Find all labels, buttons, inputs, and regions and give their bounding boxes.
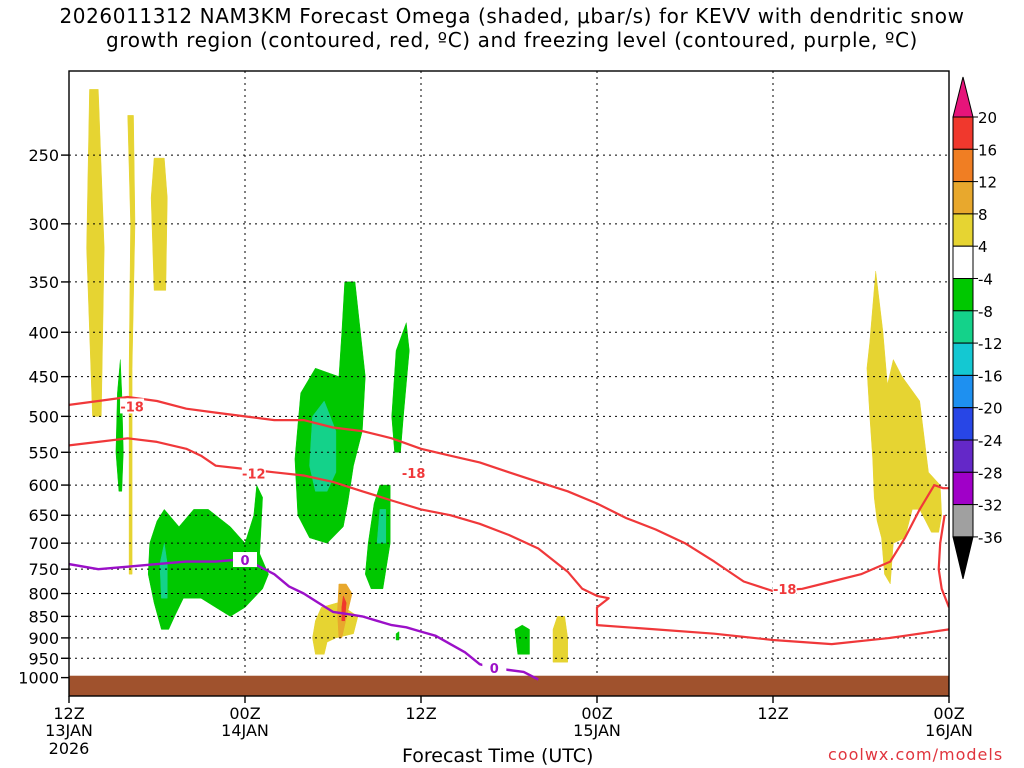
y-tick-label-900: 900 bbox=[28, 629, 59, 648]
contours bbox=[69, 395, 949, 681]
y-tick-label-250: 250 bbox=[28, 146, 59, 165]
title-line-2: growth region (contoured, red, ºC) and f… bbox=[106, 28, 918, 52]
colorbar-label-2: 12 bbox=[978, 174, 997, 192]
x-tick-label-60: 00Z bbox=[933, 704, 964, 723]
colorbar-band-1 bbox=[952, 148, 974, 183]
x-tick-label-48: 12Z bbox=[757, 704, 788, 723]
dgz-contour--18-0 bbox=[69, 395, 949, 593]
colorbar-band-4 bbox=[952, 245, 974, 279]
title-line-1: 2026011312 NAM3KM Forecast Omega (shaded… bbox=[59, 4, 965, 28]
colorbar-label-9: -20 bbox=[978, 400, 1003, 418]
colorbar-under-triangle bbox=[952, 536, 974, 580]
x-tick-date-60: 16JAN bbox=[925, 721, 973, 740]
y-tick-label-500: 500 bbox=[28, 407, 59, 426]
omega-region-11 bbox=[514, 624, 530, 655]
freezing-label-0-bg bbox=[233, 552, 257, 568]
x-tick-label-12: 00Z bbox=[229, 704, 260, 723]
colorbar-label-12: -32 bbox=[978, 497, 1003, 515]
colorbar-band-9 bbox=[952, 407, 974, 441]
omega-region-6 bbox=[294, 281, 366, 544]
x-tick-label-0: 12Z bbox=[53, 704, 84, 723]
y-tick-label-350: 350 bbox=[28, 273, 59, 292]
x-tick-label-36: 00Z bbox=[581, 704, 612, 723]
colorbar-band-2 bbox=[952, 181, 974, 215]
y-tick-label-650: 650 bbox=[28, 506, 59, 525]
dgz-label-2-bg bbox=[401, 464, 426, 480]
contour-labels: -18 -12 -18 -18 0 0 bbox=[120, 398, 797, 677]
colorbar-label-4: 4 bbox=[978, 238, 988, 256]
x-axis-title: Forecast Time (UTC) bbox=[402, 745, 594, 767]
dgz-label-1: -12 bbox=[242, 468, 266, 483]
colorbar-band-5 bbox=[952, 278, 974, 312]
plot-frame bbox=[68, 70, 950, 697]
y-tick-label-800: 800 bbox=[28, 585, 59, 604]
omega-region-10 bbox=[391, 322, 410, 453]
omega-region-1 bbox=[127, 115, 136, 575]
colorbar-band-8 bbox=[952, 374, 974, 409]
terrain-band bbox=[69, 675, 949, 696]
colorbar-over-triangle bbox=[952, 76, 974, 118]
plot-border bbox=[68, 70, 950, 697]
freezing-label-1-bg bbox=[482, 660, 507, 676]
colorbar-label-6: -8 bbox=[978, 303, 993, 321]
y-axis: 250 300 350 400 450 500 550 600 650 700 750 800 850 9… bbox=[18, 146, 69, 688]
dgz-label-0: -18 bbox=[120, 400, 144, 415]
y-tick-label-450: 450 bbox=[28, 368, 59, 387]
dgz-label-3-bg bbox=[772, 580, 797, 596]
x-tick-label-24: 12Z bbox=[405, 704, 436, 723]
omega-region-12 bbox=[395, 631, 400, 641]
colorbar: 20 16 12 8 4 -4 -8 -12 -16 -20 -24 -28 -32 -36 bbox=[952, 76, 1003, 580]
colorbar-band-12 bbox=[952, 504, 974, 538]
colorbar-label-8: -16 bbox=[978, 367, 1003, 385]
dgz-label-0-bg bbox=[120, 398, 145, 414]
freezing-label-0: 0 bbox=[240, 554, 249, 569]
x-tick-date-0: 13JAN bbox=[45, 721, 93, 740]
colorbar-band-10 bbox=[952, 439, 974, 473]
colorbar-band-3 bbox=[952, 213, 974, 247]
omega-region-5 bbox=[159, 543, 168, 599]
colorbar-label-11: -28 bbox=[978, 464, 1003, 482]
freezing-label-1: 0 bbox=[490, 662, 499, 677]
y-tick-label-700: 700 bbox=[28, 534, 59, 553]
colorbar-label-5: -4 bbox=[978, 271, 993, 289]
y-tick-label-550: 550 bbox=[28, 443, 59, 462]
omega-region-3 bbox=[115, 359, 124, 492]
omega-shading bbox=[86, 89, 942, 663]
colorbar-label-3: 8 bbox=[978, 206, 988, 224]
y-tick-label-750: 750 bbox=[28, 560, 59, 579]
chart-title: 2026011312 NAM3KM Forecast Omega (shaded… bbox=[0, 4, 1024, 52]
omega-region-13 bbox=[312, 602, 359, 655]
x-tick-date-12: 14JAN bbox=[221, 721, 269, 740]
dgz-label-2: -18 bbox=[402, 467, 426, 482]
colorbar-band-11 bbox=[952, 471, 974, 506]
colorbar-label-10: -24 bbox=[978, 432, 1003, 450]
dgz-label-1-bg bbox=[241, 465, 266, 481]
colorbar-label-1: 16 bbox=[978, 141, 997, 159]
freezing-level-contour bbox=[69, 557, 539, 681]
y-tick-label-400: 400 bbox=[28, 323, 59, 342]
y-tick-label-600: 600 bbox=[28, 476, 59, 495]
colorbar-band-7 bbox=[952, 342, 974, 376]
y-tick-label-1000: 1000 bbox=[18, 669, 59, 688]
omega-region-0 bbox=[86, 89, 105, 417]
colorbar-label-0: 20 bbox=[978, 109, 997, 127]
dgz-label-3: -18 bbox=[773, 583, 797, 598]
y-tick-label-300: 300 bbox=[28, 215, 59, 234]
dgz-contour--12-2 bbox=[937, 515, 949, 608]
y-tick-label-850: 850 bbox=[28, 607, 59, 626]
omega-region-16 bbox=[552, 616, 568, 663]
x-tick-year-0: 2026 bbox=[49, 739, 90, 758]
terrain-fill bbox=[69, 675, 949, 696]
colorbar-label-13: -36 bbox=[978, 529, 1003, 547]
y-tick-label-950: 950 bbox=[28, 649, 59, 668]
colorbar-band-0 bbox=[952, 116, 974, 150]
grid bbox=[69, 71, 949, 696]
colorbar-label-7: -12 bbox=[978, 335, 1003, 353]
credit-link[interactable]: coolwx.com/models bbox=[828, 745, 1004, 764]
dgz-contour--12-1 bbox=[69, 437, 949, 646]
x-tick-date-36: 15JAN bbox=[573, 721, 621, 740]
colorbar-band-6 bbox=[952, 310, 974, 344]
